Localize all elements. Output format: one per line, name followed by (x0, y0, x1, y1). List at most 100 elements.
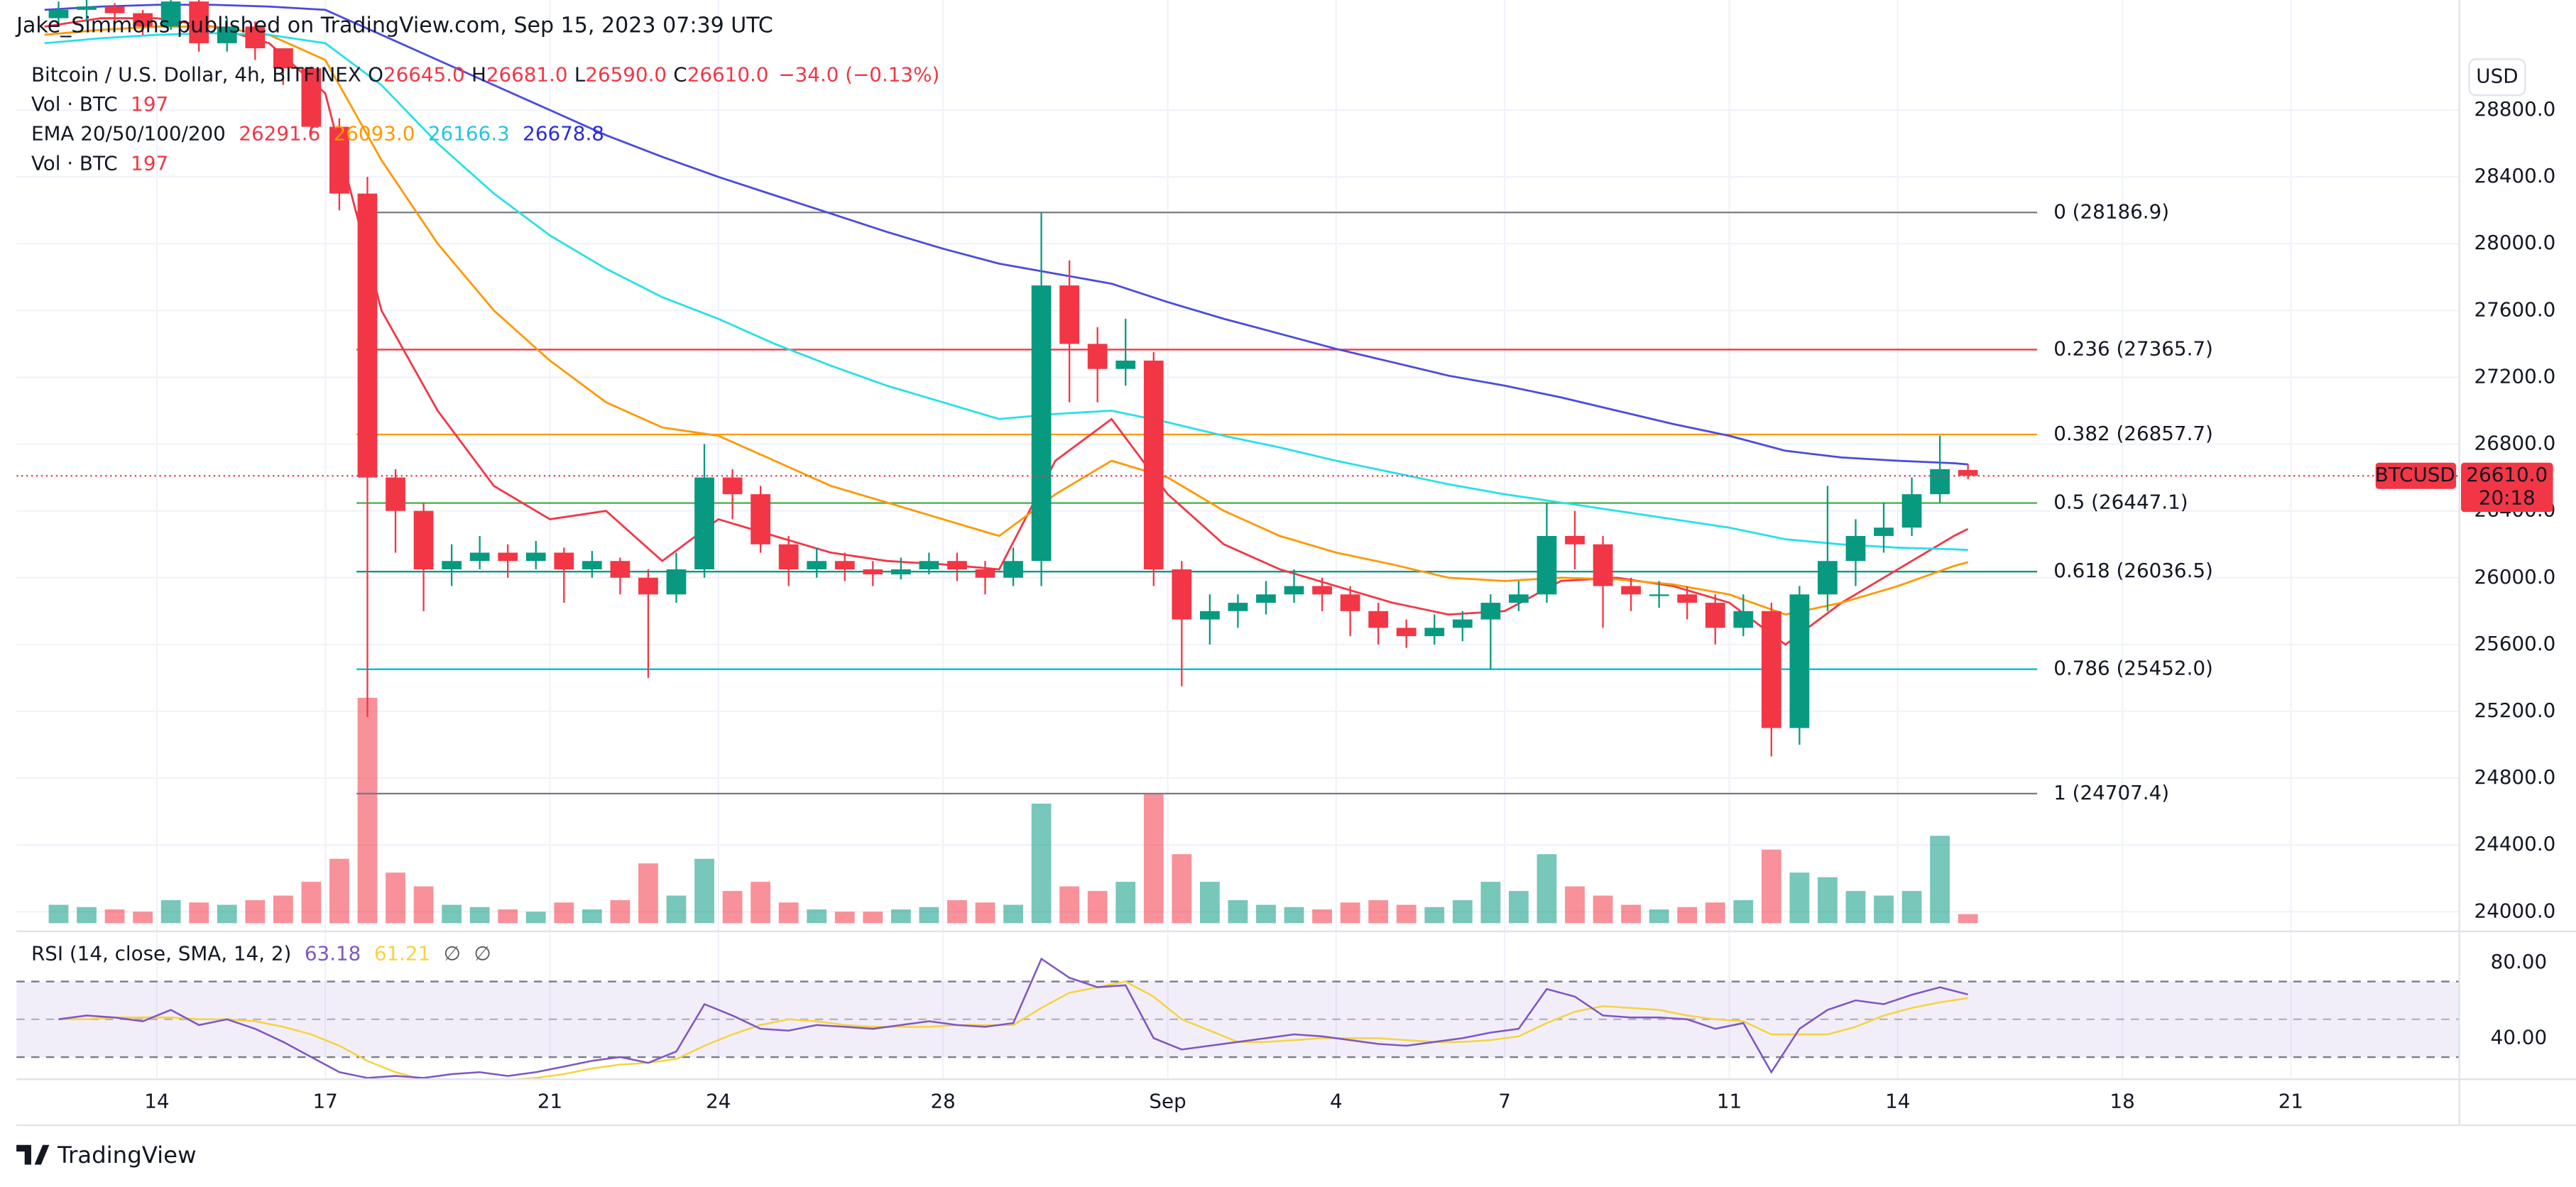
candle-body (1789, 594, 1810, 728)
volume-bar (610, 899, 631, 924)
volume-bar (1424, 907, 1445, 924)
candle-body (751, 494, 771, 545)
symbol-tag-text: BTCUSD (2375, 463, 2455, 486)
y-tick-label: 24000.0 (2474, 899, 2556, 922)
candle-body (890, 569, 911, 575)
candle-body (1143, 360, 1164, 569)
volume-bar (751, 882, 771, 924)
ohlc-label: O (368, 62, 383, 86)
ohlc-value: 26610.0 (687, 62, 769, 86)
legend-volume2-row: Vol · BTC 197 (31, 151, 168, 175)
candle-body (160, 1, 181, 27)
candle-body (442, 561, 462, 569)
volume-bar (525, 912, 546, 924)
volume-bar (217, 904, 237, 924)
currency[interactable]: USD (2476, 65, 2518, 88)
candle-body (1452, 619, 1473, 628)
x-tick-label: 11 (1717, 1090, 1742, 1113)
volume-bar (133, 912, 153, 924)
candle-body (1031, 285, 1052, 562)
fib-label: 0 (28186.9) (2053, 199, 2169, 223)
fib-label: 0.382 (26857.7) (2053, 422, 2213, 445)
candle-body (1705, 603, 1725, 628)
candle-body (722, 477, 743, 495)
rsi-line (58, 957, 1968, 1079)
volume-bar (947, 899, 967, 924)
candle-body (301, 68, 322, 127)
volume-bar (863, 912, 883, 924)
volume-bar (1284, 907, 1304, 924)
volume-bar (1958, 914, 1978, 924)
volume-bar (1312, 909, 1332, 924)
volume-bar (301, 882, 322, 924)
volume-bar (1452, 899, 1473, 924)
volume-bar (357, 697, 378, 924)
volume-bar (1677, 907, 1698, 924)
volume-bar (722, 891, 743, 924)
candle-body (610, 561, 631, 578)
volume-bar (554, 902, 574, 924)
currency-button[interactable] (2468, 58, 2526, 97)
y-tick-label: 24400.0 (2474, 832, 2556, 855)
rsi-sma-line (58, 980, 1968, 1080)
rsi-pane (16, 957, 2460, 1080)
y-tick-label: 28800.0 (2474, 97, 2556, 121)
symbol: Bitcoin / U.S. Dollar, 4h, BITFINEX (31, 62, 361, 86)
candle-body (413, 510, 434, 569)
volume-bar (890, 909, 911, 924)
candle-body (1845, 535, 1866, 562)
candle-body (1677, 594, 1698, 603)
volume-bar (77, 907, 97, 924)
volume-bar (1340, 902, 1360, 924)
volume-bar (1031, 803, 1052, 924)
x-tick-label: Sep (1149, 1090, 1186, 1113)
volume-bar (442, 904, 462, 924)
volume-bar (1143, 794, 1164, 924)
fib-label: 0.786 (25452.0) (2053, 657, 2213, 680)
ohlc-value: 26681.0 (486, 62, 568, 86)
candle-body (1874, 527, 1894, 536)
volume-bar (1818, 877, 1838, 924)
candle-body (1537, 535, 1557, 595)
x-tick-label: 18 (2110, 1090, 2135, 1113)
ema-value: 26166.3 (428, 122, 510, 146)
fib-label: 0.5 (26447.1) (2053, 491, 2188, 514)
volume-bar (189, 902, 209, 924)
price-tag-countdown: 20:18 (2479, 486, 2536, 510)
x-tick-label: 14 (1885, 1090, 1910, 1113)
ema-line (44, 26, 1969, 616)
volume-bar (245, 899, 266, 924)
y-tick-label: 28000.0 (2474, 231, 2556, 254)
candle-body (386, 477, 405, 511)
candle-body (778, 544, 799, 569)
candle-body (1958, 470, 1978, 476)
ohlc-value: 26590.0 (585, 62, 667, 86)
candle-body (1649, 594, 1669, 596)
candle-body (863, 569, 883, 575)
candle-body (217, 26, 237, 43)
rsi-empty: ∅ (474, 941, 491, 965)
ema-value: 26291.6 (239, 122, 320, 146)
candle-body (329, 126, 349, 194)
candle-body (1312, 586, 1332, 595)
volume-bar (498, 909, 518, 924)
candle-body (1901, 494, 1922, 528)
y-tick-label: 25200.0 (2474, 699, 2556, 722)
volume-bar (1789, 873, 1810, 924)
candle-body (1733, 611, 1754, 628)
y-tick-label: 27200.0 (2474, 364, 2556, 388)
x-tick-label: 28 (931, 1090, 956, 1113)
price-tag (2461, 462, 2553, 513)
volume-bar (329, 858, 349, 924)
x-tick-label: 7 (1498, 1090, 1511, 1113)
candle-body (77, 6, 97, 10)
axes: 14 17 21 24 28 Sep 4 7 11 14 18 21 24000.0 24400.0 248… (144, 97, 2555, 1113)
volume-bar (1228, 899, 1248, 924)
candle-body (1593, 544, 1613, 586)
volume-bar (1200, 882, 1220, 924)
volume-bar (1593, 895, 1613, 924)
fib-label: 0.618 (26036.5) (2053, 559, 2213, 582)
volume-title: Vol · BTC (31, 151, 118, 175)
